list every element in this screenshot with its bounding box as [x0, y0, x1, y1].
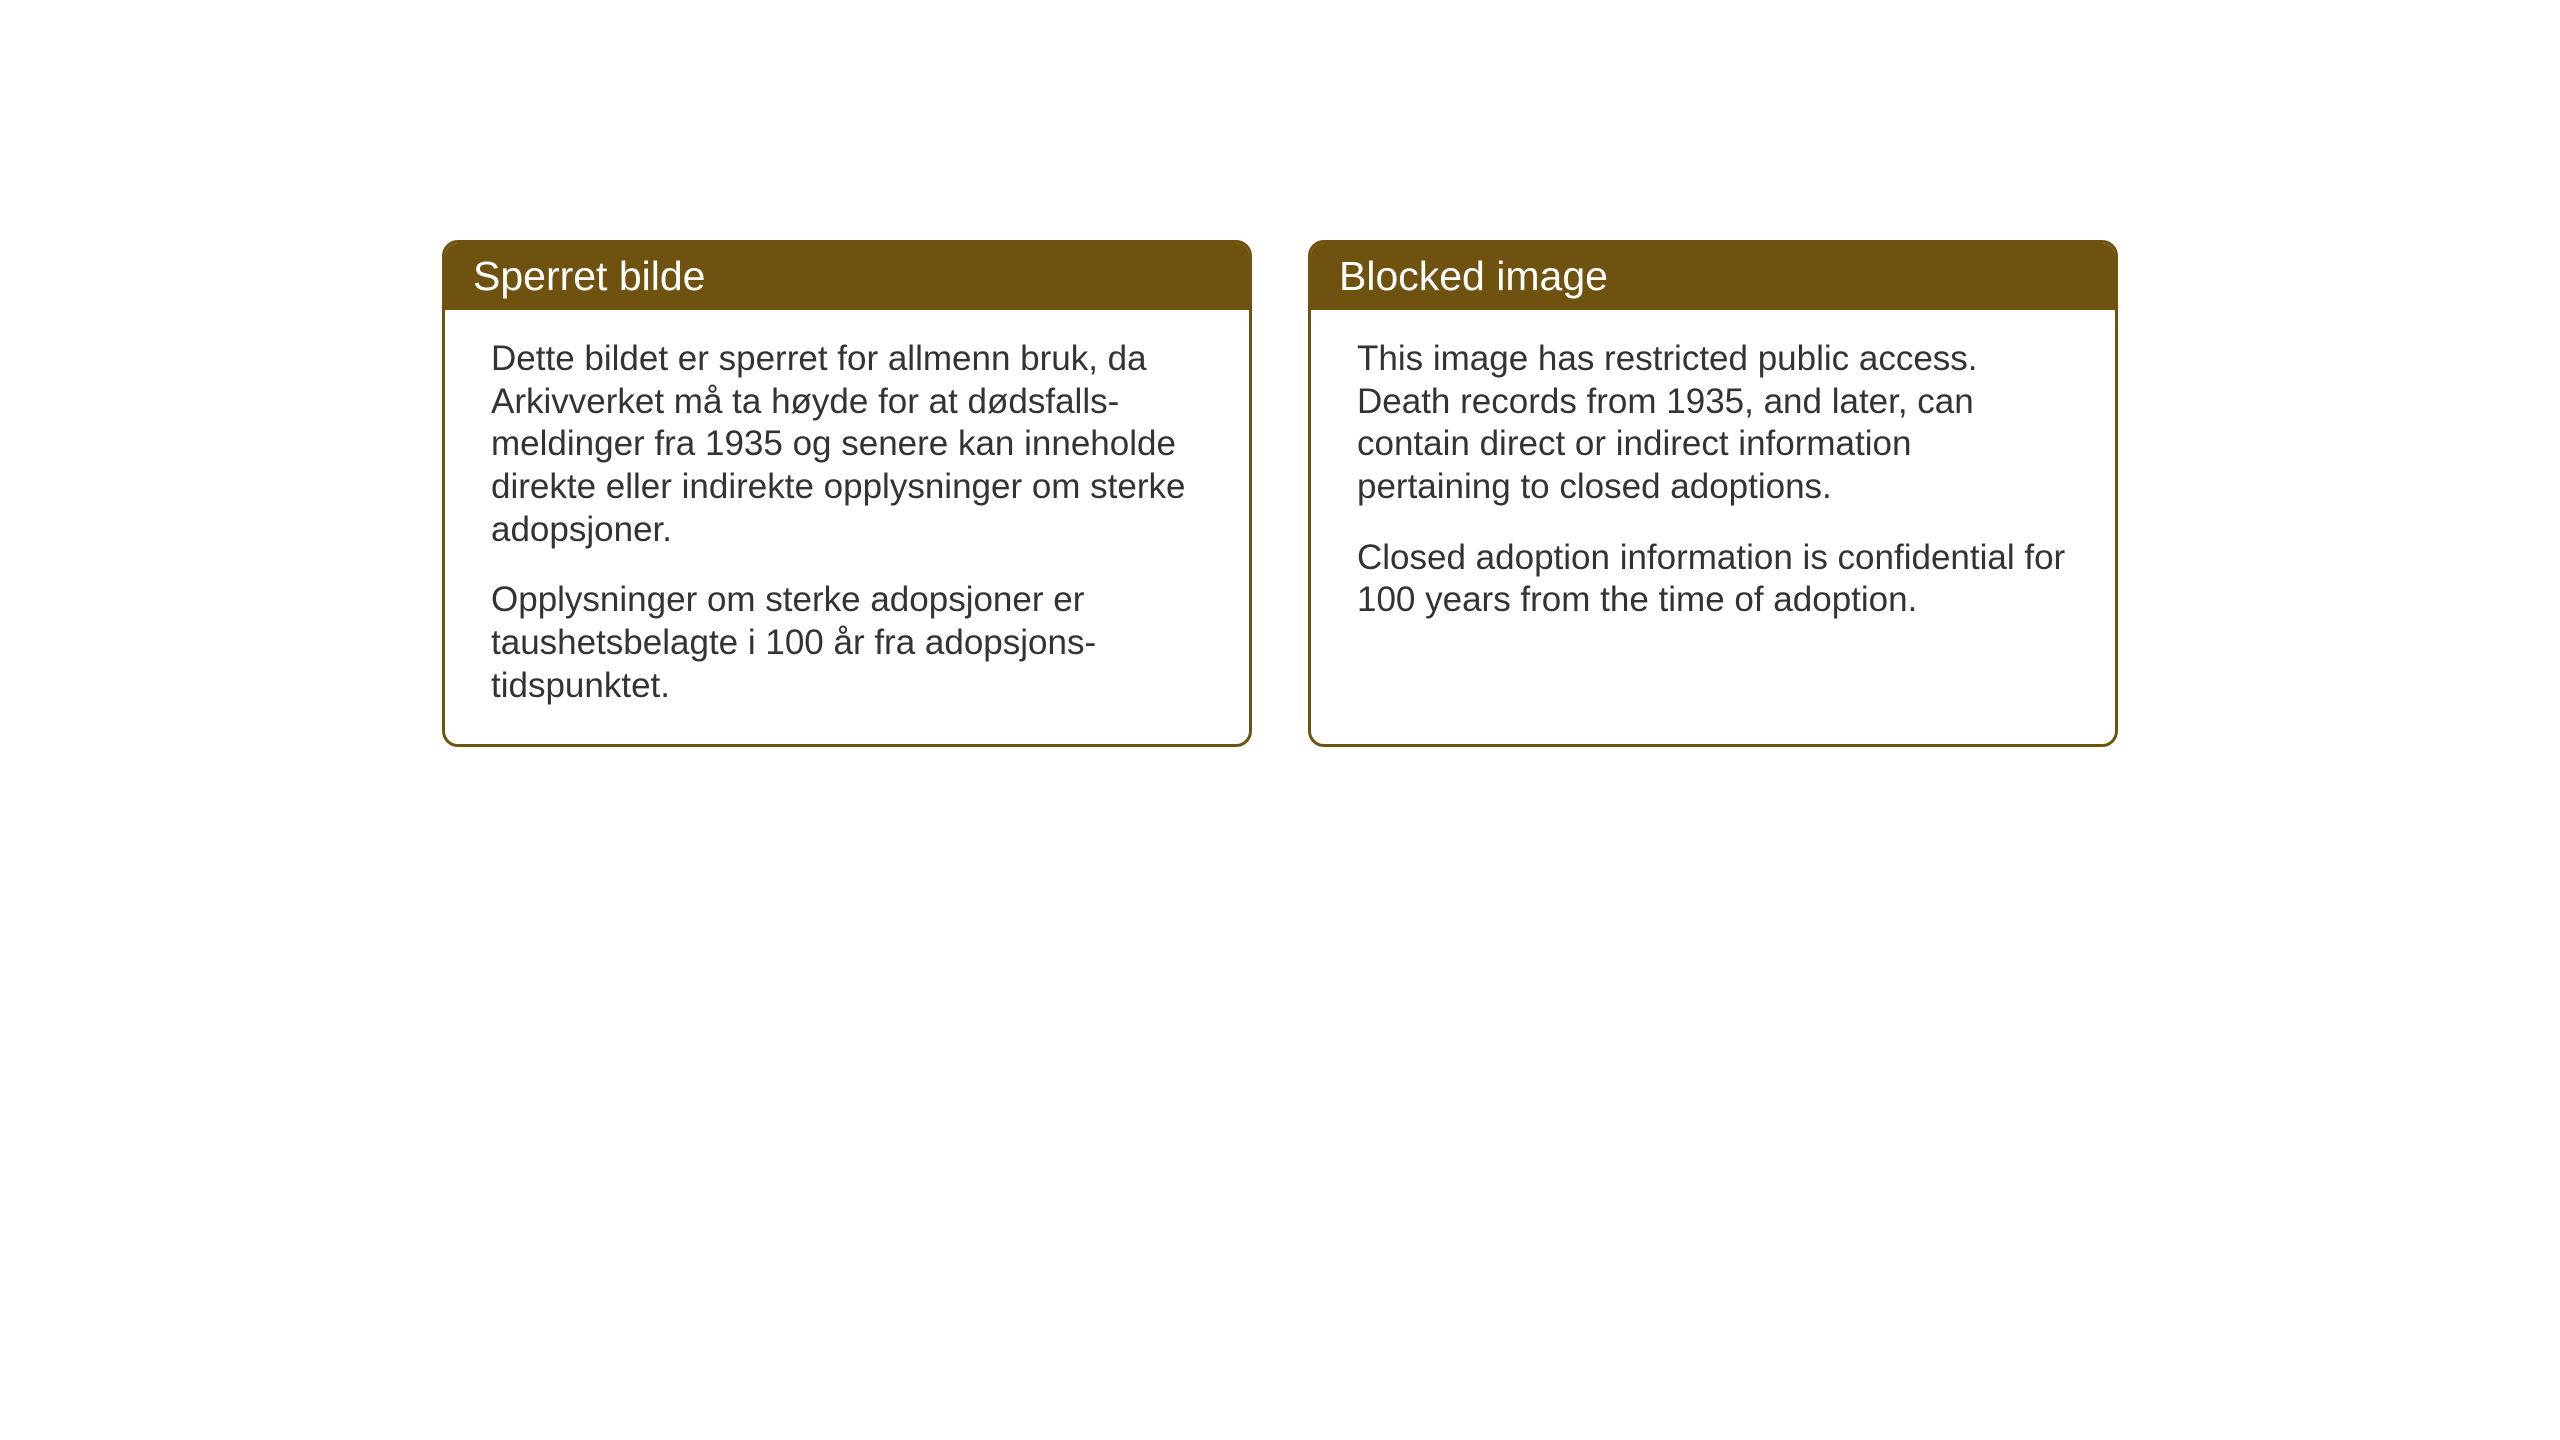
card-paragraph-norwegian-2: Opplysninger om sterke adopsjoner er tau… [491, 579, 1203, 707]
card-paragraph-english-1: This image has restricted public access.… [1357, 338, 2069, 509]
card-header-english: Blocked image [1311, 243, 2115, 310]
card-body-english: This image has restricted public access.… [1311, 310, 2115, 658]
card-paragraph-norwegian-1: Dette bildet er sperret for allmenn bruk… [491, 338, 1203, 551]
card-header-norwegian: Sperret bilde [445, 243, 1249, 310]
card-body-norwegian: Dette bildet er sperret for allmenn bruk… [445, 310, 1249, 744]
card-title-norwegian: Sperret bilde [473, 253, 705, 299]
card-norwegian: Sperret bilde Dette bildet er sperret fo… [442, 240, 1252, 747]
card-paragraph-english-2: Closed adoption information is confident… [1357, 537, 2069, 622]
card-title-english: Blocked image [1339, 253, 1608, 299]
card-english: Blocked image This image has restricted … [1308, 240, 2118, 747]
cards-container: Sperret bilde Dette bildet er sperret fo… [442, 240, 2118, 747]
